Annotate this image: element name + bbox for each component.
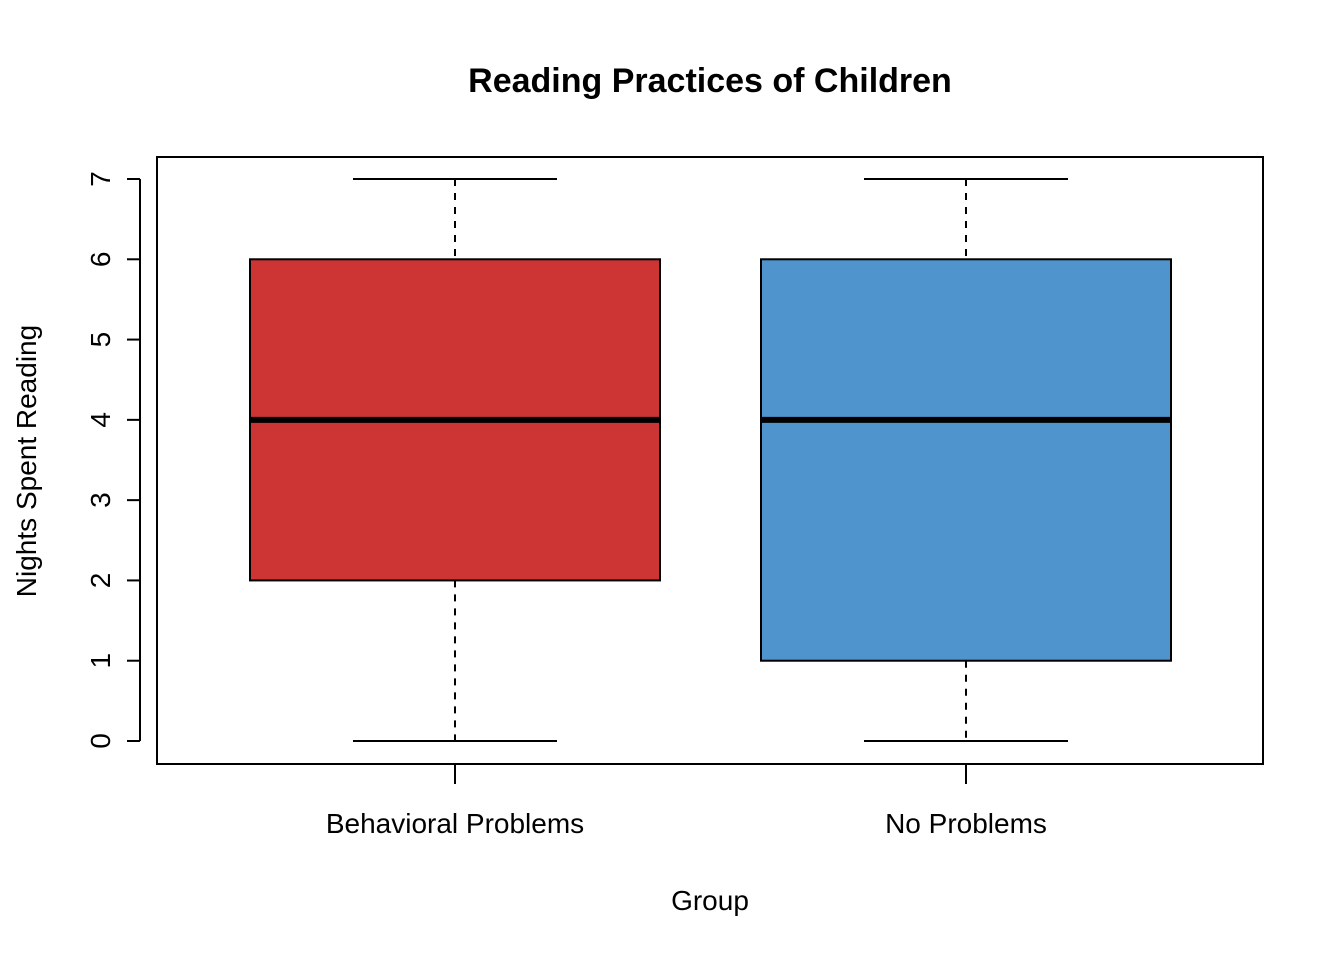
y-tick-label-3: 3 [85, 492, 116, 508]
box-group-0 [249, 178, 661, 742]
y-tick-label-6: 6 [85, 251, 116, 267]
y-axis: 0 1 2 3 4 5 6 7 [85, 171, 141, 749]
y-tick-label-1: 1 [85, 653, 116, 669]
y-axis-title: Nights Spent Reading [11, 325, 42, 597]
box-1 [760, 258, 1172, 662]
x-tick-label-0: Behavioral Problems [326, 808, 584, 839]
x-axis: Behavioral Problems No Problems [326, 764, 1047, 839]
y-tick-label-4: 4 [85, 412, 116, 428]
y-tick-label-5: 5 [85, 332, 116, 348]
plot-frame [156, 156, 1264, 765]
y-tick-label-0: 0 [85, 733, 116, 749]
y-tick-label-2: 2 [85, 573, 116, 589]
x-axis-title: Group [671, 885, 749, 916]
chart-title: Reading Practices of Children [468, 62, 952, 100]
y-tick-label-7: 7 [85, 171, 116, 187]
box-group-1 [760, 178, 1172, 742]
boxes [249, 178, 1172, 742]
x-tick-label-1: No Problems [885, 808, 1047, 839]
